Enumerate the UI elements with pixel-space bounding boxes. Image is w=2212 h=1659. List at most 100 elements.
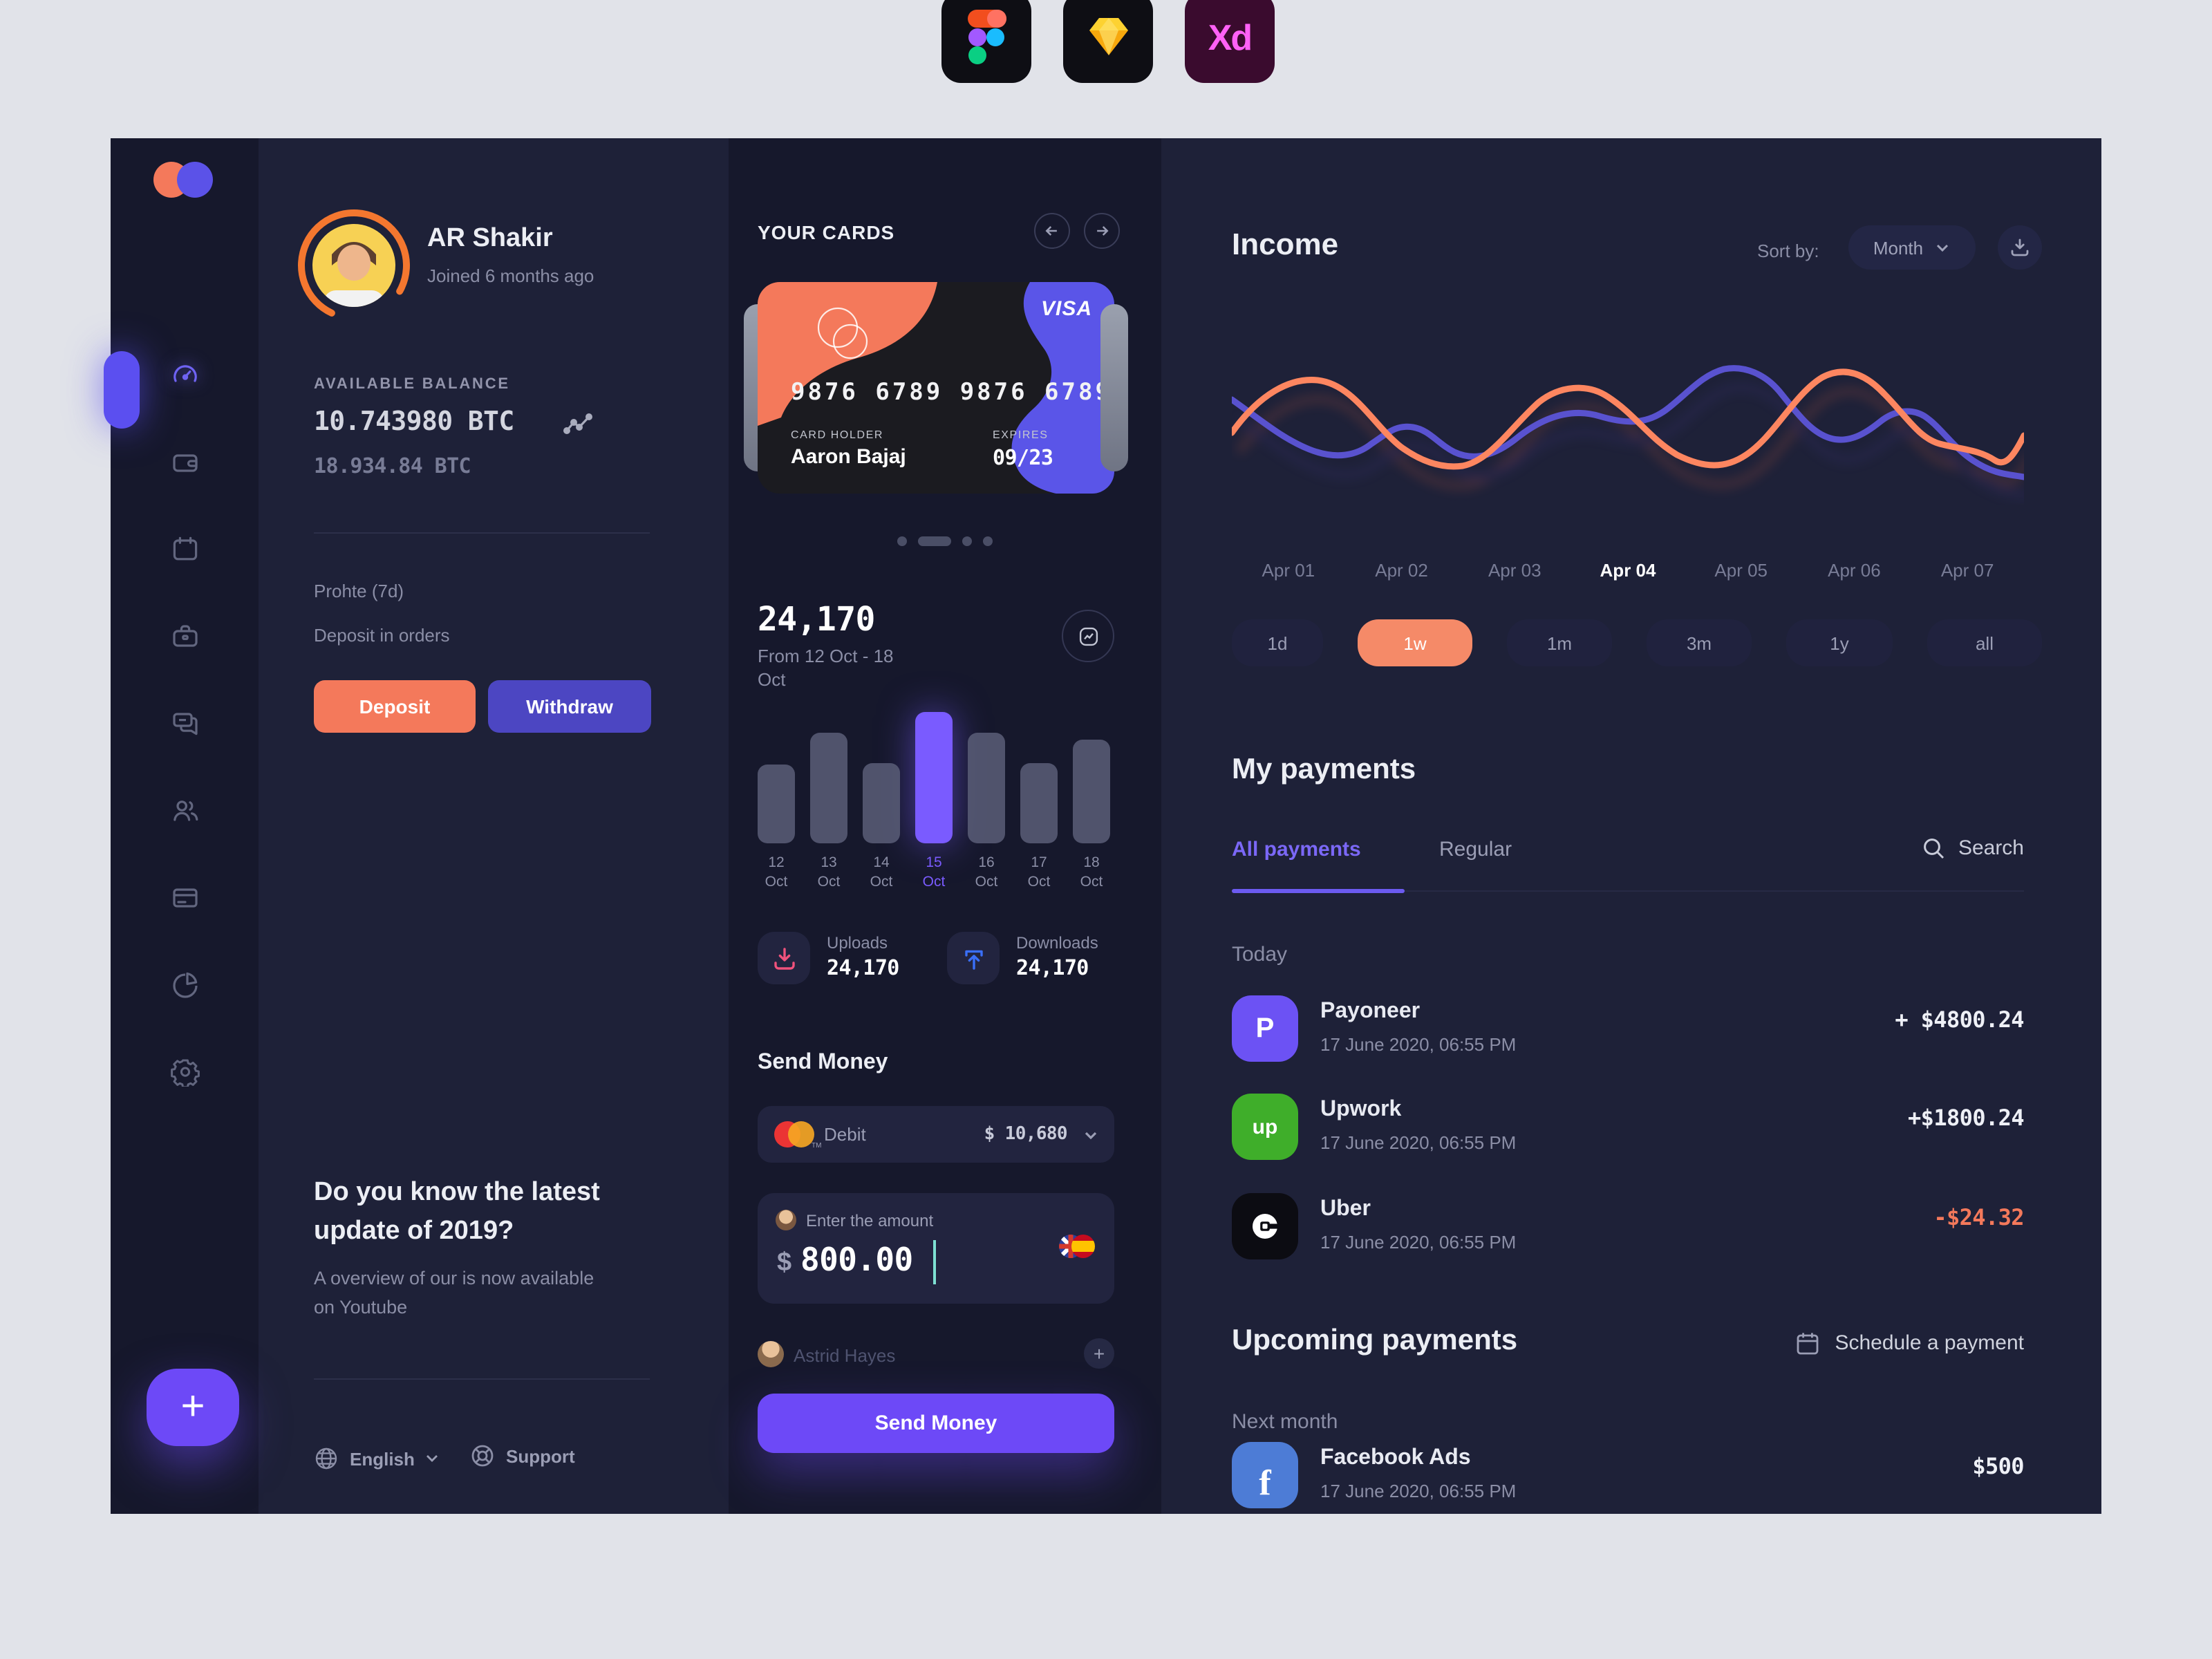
amount-value[interactable]: 800.00: [800, 1243, 913, 1279]
bar-14-oct[interactable]: [863, 763, 900, 843]
upcoming-row-facebook[interactable]: f Facebook Ads 17 June 2020, 06:55 PM $5…: [1232, 1442, 2025, 1508]
range-1m[interactable]: 1m: [1507, 619, 1612, 666]
x-label[interactable]: Apr 07: [1940, 560, 1994, 581]
amount-input-panel[interactable]: Enter the amount $ 800.00: [758, 1193, 1114, 1304]
send-money-button[interactable]: Send Money: [758, 1394, 1114, 1453]
bar-13-oct[interactable]: [810, 733, 847, 843]
amount-label: Enter the amount: [806, 1211, 934, 1230]
balance-label: AVAILABLE BALANCE: [314, 376, 510, 393]
range-3m[interactable]: 3m: [1647, 619, 1752, 666]
range-1d[interactable]: 1d: [1232, 619, 1323, 666]
support-link[interactable]: Support: [470, 1443, 575, 1468]
tab-regular[interactable]: Regular: [1439, 838, 1512, 861]
calendar-icon: [1797, 1333, 1819, 1355]
range-all[interactable]: all: [1927, 619, 2042, 666]
recipient-avatar[interactable]: [758, 1341, 784, 1367]
your-cards-title: YOUR CARDS: [758, 221, 895, 243]
orders-label: Deposit in orders: [314, 625, 450, 646]
prev-card-button[interactable]: [1034, 213, 1070, 249]
transaction-row-upwork[interactable]: up Upwork 17 June 2020, 06:55 PM +$1800.…: [1232, 1094, 2025, 1160]
card-pagination[interactable]: [729, 536, 1161, 546]
transaction-date: 17 June 2020, 06:55 PM: [1320, 1034, 1517, 1055]
sidebar-item-analytics[interactable]: [169, 969, 200, 1000]
currency-flags-icon[interactable]: [1059, 1235, 1095, 1258]
card-number: 9876 6789 9876 6789: [791, 379, 1112, 406]
income-x-axis: Apr 01 Apr 02 Apr 03 Apr 04 Apr 05 Apr 0…: [1232, 560, 2024, 581]
sidebar-item-messages[interactable]: [169, 708, 200, 738]
bank-card: VISA 9876 6789 9876 6789 CARD HOLDER Aar…: [758, 282, 1114, 494]
active-nav-indicator: [104, 351, 140, 429]
sidebar-item-dashboard[interactable]: [169, 359, 200, 390]
upcoming-amount: $500: [1972, 1453, 2024, 1479]
support-label: Support: [506, 1445, 575, 1466]
currency-symbol: $: [777, 1248, 792, 1277]
sort-month-dropdown[interactable]: Month: [1848, 225, 1976, 270]
avatar[interactable]: [296, 207, 412, 324]
transaction-amount: -$24.32: [1933, 1204, 2024, 1230]
next-card-button[interactable]: [1084, 213, 1120, 249]
tab-all-payments[interactable]: All payments: [1232, 838, 1361, 861]
sort-month-value: Month: [1873, 237, 1924, 258]
activity-chart-button[interactable]: [1062, 610, 1114, 662]
users-icon: [173, 800, 198, 821]
today-label: Today: [1232, 943, 1288, 966]
briefcase-icon: [172, 625, 197, 647]
card-expires-value: 09/23: [993, 445, 1053, 470]
profit-label: Prohte (7d): [314, 581, 404, 601]
bar-18-oct[interactable]: [1073, 739, 1110, 843]
transaction-amount: +$1800.24: [1908, 1105, 2025, 1131]
design-app-tiles: Xd: [941, 0, 1275, 83]
bar-12-oct[interactable]: [758, 765, 795, 843]
deposit-button[interactable]: Deposit: [314, 680, 476, 733]
sidebar-item-cards[interactable]: [169, 882, 200, 912]
bar-17-oct[interactable]: [1020, 763, 1058, 843]
uploads-downloads-row: Uploads 24,170 Downloads 24,170: [758, 932, 1114, 987]
add-recipient-button[interactable]: +: [1084, 1338, 1114, 1369]
bar-15-oct[interactable]: [915, 712, 953, 843]
uploads-value: 24,170: [827, 955, 899, 980]
sidebar-item-calendar[interactable]: [169, 534, 200, 564]
sidebar-item-settings[interactable]: [169, 1056, 200, 1087]
x-label[interactable]: Apr 02: [1375, 560, 1428, 581]
dashboard-icon: [173, 365, 196, 382]
x-label[interactable]: Apr 05: [1714, 560, 1768, 581]
schedule-payment-button[interactable]: Schedule a payment: [1794, 1330, 2024, 1356]
sidebar-item-contacts[interactable]: [169, 795, 200, 825]
bar-16-oct[interactable]: [968, 733, 1005, 843]
lifebuoy-icon: [471, 1445, 494, 1467]
x-label-active[interactable]: Apr 04: [1600, 560, 1656, 581]
recipient-name: Astrid Hayes: [794, 1345, 896, 1366]
search-button[interactable]: Search: [1922, 836, 2024, 860]
upwork-icon: up: [1232, 1094, 1298, 1160]
x-label[interactable]: Apr 06: [1828, 560, 1881, 581]
app-logo[interactable]: [153, 162, 217, 198]
gear-icon: [170, 1059, 199, 1087]
income-line-chart: [1232, 365, 2024, 500]
add-new-button[interactable]: +: [147, 1369, 239, 1446]
withdraw-button[interactable]: Withdraw: [488, 680, 651, 733]
bank-card-carousel[interactable]: VISA 9876 6789 9876 6789 CARD HOLDER Aar…: [744, 282, 1128, 494]
sidebar-item-portfolio[interactable]: [169, 621, 200, 651]
uber-icon: [1232, 1193, 1298, 1259]
card-holder-name: Aaron Bajaj: [791, 445, 906, 469]
send-money-title: Send Money: [758, 1051, 888, 1074]
range-1w[interactable]: 1w: [1358, 619, 1472, 666]
payoneer-icon: P: [1232, 995, 1298, 1062]
language-label: English: [350, 1448, 415, 1469]
x-label[interactable]: Apr 01: [1262, 560, 1315, 581]
transaction-row-uber[interactable]: Uber 17 June 2020, 06:55 PM -$24.32: [1232, 1193, 2025, 1259]
export-download-button[interactable]: [1998, 225, 2042, 270]
sidebar-item-wallet[interactable]: [169, 447, 200, 477]
x-label[interactable]: Apr 03: [1488, 560, 1541, 581]
transaction-row-payoneer[interactable]: P Payoneer 17 June 2020, 06:55 PM + $480…: [1232, 995, 2025, 1062]
income-panel: Income Sort by: Month: [1161, 138, 2101, 1514]
profile-panel: AR Shakir Joined 6 months ago AVAILABLE …: [259, 138, 729, 1514]
language-selector[interactable]: English: [314, 1446, 438, 1471]
visa-logo: VISA: [1040, 297, 1092, 321]
activity-range: From 12 Oct - 18 Oct: [758, 646, 894, 690]
upcoming-payments-title: Upcoming payments: [1232, 1324, 1518, 1356]
balance-primary: 10.743980 BTC: [314, 406, 514, 437]
payment-method-select[interactable]: TM Debit $ 10,680: [758, 1106, 1114, 1163]
range-1y[interactable]: 1y: [1786, 619, 1893, 666]
chat-icon: [172, 713, 197, 735]
